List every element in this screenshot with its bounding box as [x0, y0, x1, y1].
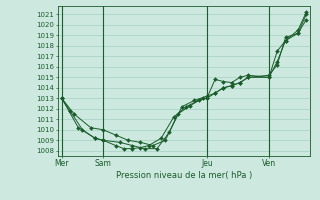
X-axis label: Pression niveau de la mer( hPa ): Pression niveau de la mer( hPa ): [116, 171, 252, 180]
